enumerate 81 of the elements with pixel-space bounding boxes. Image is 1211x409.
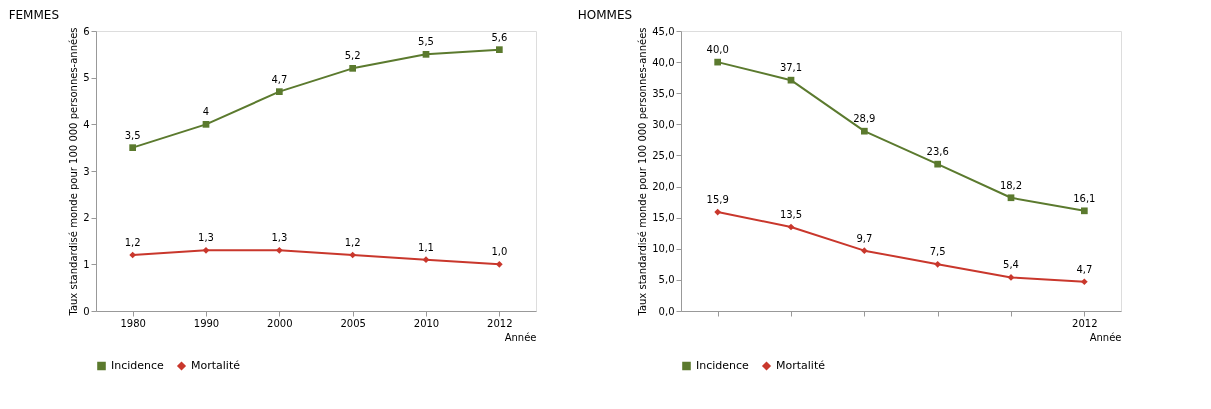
- data-label: 16,1: [1073, 192, 1096, 204]
- legend-label: Incidence: [111, 358, 165, 372]
- y-tick-label: 30,0: [652, 118, 675, 130]
- data-label: 5,4: [1003, 259, 1019, 271]
- data-label: 4,7: [1076, 263, 1093, 275]
- y-tick-label: 1: [83, 258, 90, 270]
- data-label: 5,2: [344, 50, 361, 62]
- data-label: 1,1: [418, 241, 434, 253]
- point: [860, 127, 868, 135]
- data-label: 15,9: [706, 194, 729, 206]
- data-label: 4: [202, 106, 210, 118]
- chart-title: FEMMES: [8, 8, 60, 22]
- data-label: 1,0: [491, 246, 508, 258]
- point: [787, 76, 795, 84]
- y-tick-label: 25,0: [652, 149, 675, 161]
- legend-label: Mortalité: [776, 358, 826, 372]
- data-label: 4,7: [271, 73, 288, 85]
- data-label: 40,0: [706, 44, 729, 56]
- x-tick-label: 2012: [487, 317, 513, 329]
- y-tick-label: 0: [83, 305, 90, 317]
- point: [422, 50, 430, 58]
- data-label: 37,1: [779, 62, 803, 74]
- data-label: 7,5: [929, 246, 946, 258]
- point: [275, 88, 283, 96]
- point: [422, 256, 430, 264]
- y-tick-label: 10,0: [652, 243, 675, 255]
- point: [495, 46, 503, 54]
- y-tick-label: 5,0: [658, 274, 675, 286]
- y-tick-label: 2: [83, 212, 90, 224]
- y-tick-label: 15,0: [652, 212, 675, 224]
- point: [129, 144, 137, 152]
- chart-title: HOMMES: [577, 8, 633, 22]
- x-tick-label: 1980: [120, 317, 146, 329]
- y-tick-label: 4: [83, 118, 90, 130]
- data-label: 3,5: [124, 129, 141, 141]
- data-label: 18,2: [999, 179, 1023, 191]
- data-label: 23,6: [926, 146, 949, 158]
- data-label: 1,3: [271, 232, 288, 244]
- point: [1007, 194, 1015, 202]
- data-label: 1,2: [124, 237, 141, 248]
- data-label: 13,5: [779, 209, 803, 220]
- y-tick-label: 0,0: [658, 305, 675, 317]
- y-tick-label: 6: [83, 25, 90, 37]
- x-axis-title: Année: [1089, 331, 1122, 343]
- y-axis-title: Taux standardisé monde pour 100 000 personnes-années: [637, 27, 649, 317]
- data-label: 5,5: [418, 36, 434, 48]
- data-label: 1,2: [344, 237, 361, 248]
- point: [860, 247, 868, 254]
- data-label: 1,3: [198, 232, 214, 244]
- point: [714, 58, 722, 66]
- legend-label: Mortalité: [191, 358, 241, 372]
- y-tick-label: 45,0: [652, 25, 675, 37]
- data-label: 28,9: [853, 113, 876, 125]
- point: [787, 223, 795, 231]
- point: [1080, 278, 1088, 286]
- x-tick-label: 1990: [193, 317, 220, 329]
- point: [349, 64, 357, 72]
- point: [1080, 207, 1088, 215]
- y-tick-label: 20,0: [652, 181, 675, 193]
- x-tick-label: 2000: [267, 317, 293, 329]
- data-label: 9,7: [856, 232, 873, 244]
- point: [934, 160, 942, 168]
- x-tick-label: 2012: [1072, 317, 1098, 329]
- y-tick-label: 5: [83, 72, 90, 84]
- point: [495, 260, 503, 268]
- x-tick-label: 2010: [413, 317, 440, 329]
- y-axis-title: Taux standardisé monde pour 100 000 personnes-années: [68, 27, 80, 317]
- point: [202, 120, 210, 128]
- point: [275, 246, 283, 254]
- y-tick-label: 40,0: [652, 56, 675, 68]
- point: [202, 246, 210, 254]
- point: [714, 208, 722, 216]
- x-axis-title: Année: [504, 331, 537, 343]
- x-tick-label: 2005: [340, 317, 366, 329]
- point: [349, 251, 357, 259]
- data-label: 5,6: [491, 31, 508, 43]
- point: [129, 251, 137, 259]
- legend-label: Incidence: [696, 358, 750, 372]
- y-tick-label: 35,0: [652, 87, 675, 99]
- y-tick-label: 3: [83, 165, 90, 177]
- point: [934, 260, 942, 268]
